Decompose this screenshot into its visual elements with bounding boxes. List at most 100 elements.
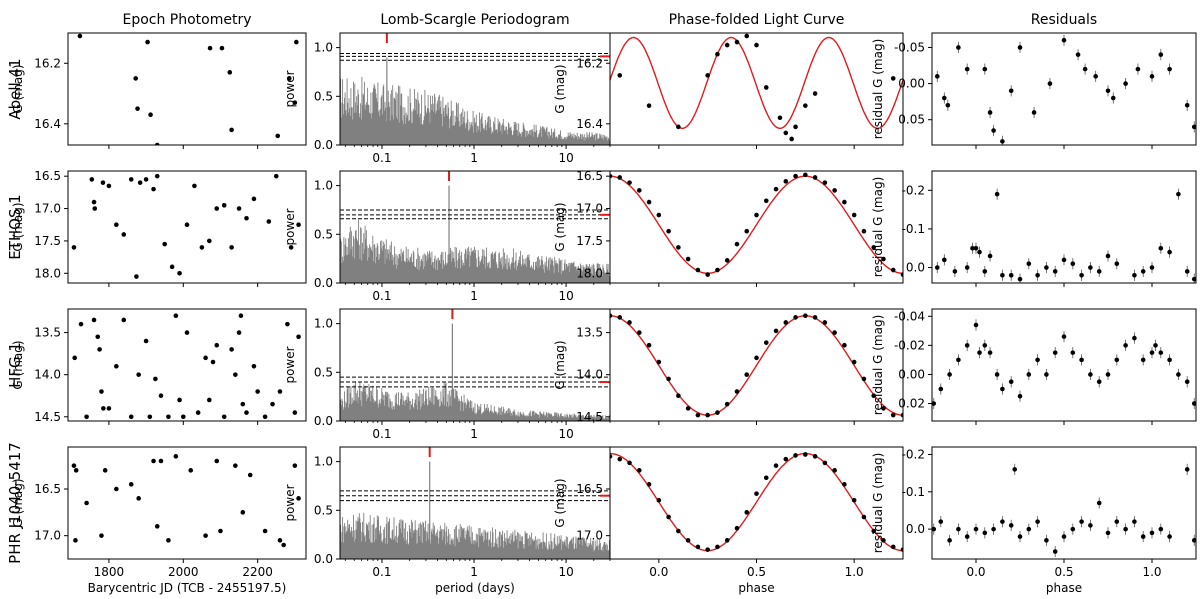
data-point	[656, 497, 662, 503]
data-point	[114, 486, 119, 492]
y-tick-label: 16.2	[576, 56, 603, 70]
x-tick-label: 0.1	[372, 427, 391, 441]
panel: 13.5 14.0 14.5 G (mag)	[11, 308, 307, 425]
data-point	[987, 253, 993, 259]
data-point	[203, 533, 208, 538]
data-point	[1167, 534, 1172, 539]
data-point	[1096, 379, 1102, 385]
data-point	[656, 359, 662, 365]
model-curve	[610, 175, 903, 274]
data-point	[1047, 81, 1053, 86]
data-point	[982, 269, 988, 274]
data-point	[84, 414, 89, 420]
panel: -0.2 -0.1 0.0 residual G (mag)	[871, 170, 1197, 287]
data-point	[685, 538, 691, 543]
data-point	[1088, 523, 1093, 528]
data-point	[147, 414, 153, 420]
data-point	[1088, 265, 1093, 270]
data-point	[822, 180, 828, 185]
data-point	[184, 222, 190, 228]
x-tick-label: 10	[558, 289, 573, 303]
data-point	[153, 376, 158, 382]
data-point	[1061, 37, 1067, 43]
data-point	[71, 463, 77, 468]
data-point	[192, 183, 197, 189]
data-point	[676, 393, 681, 399]
data-point	[286, 76, 292, 81]
x-axis-label: Barycentric JD (TCB - 2455197.5)	[88, 581, 287, 595]
data-point	[881, 538, 886, 543]
data-point	[1052, 350, 1058, 355]
data-point	[1105, 530, 1111, 536]
data-point	[84, 500, 89, 506]
data-point	[1140, 269, 1146, 274]
y-tick-label: -0.1	[902, 485, 925, 499]
column-title: Epoch Photometry	[122, 12, 251, 28]
data-point	[956, 357, 961, 363]
data-point	[851, 212, 857, 218]
data-point	[135, 106, 140, 111]
row-title: Abell 41	[6, 58, 24, 119]
data-point	[1026, 261, 1032, 266]
axes-frame	[931, 32, 1197, 146]
data-point	[266, 219, 272, 224]
data-point	[861, 514, 867, 520]
data-point	[1052, 269, 1058, 274]
data-point	[207, 238, 212, 244]
data-point	[646, 482, 652, 487]
data-point	[646, 342, 652, 348]
data-point	[871, 245, 876, 250]
data-point	[1184, 269, 1190, 274]
data-point	[793, 124, 798, 130]
data-point	[773, 186, 779, 192]
data-point	[676, 245, 681, 250]
y-tick-label: 17.0	[576, 529, 603, 543]
data-point	[1149, 74, 1155, 79]
data-point	[292, 410, 298, 415]
data-point	[236, 330, 242, 335]
y-tick-label: 1.0	[314, 455, 333, 469]
data-point	[238, 313, 244, 319]
data-point	[229, 245, 234, 250]
data-point	[715, 267, 720, 273]
data-point	[646, 199, 652, 205]
data-point	[277, 538, 283, 543]
y-axis-label: power	[283, 70, 297, 107]
data-point	[1123, 526, 1128, 532]
y-tick-label: 16.2	[34, 56, 61, 70]
data-point	[987, 350, 993, 355]
data-point	[617, 315, 623, 320]
data-point	[177, 270, 182, 276]
data-point	[1017, 534, 1023, 539]
data-point	[281, 542, 286, 548]
data-point	[987, 110, 993, 115]
data-point	[106, 183, 112, 189]
data-point	[934, 265, 940, 270]
data-point	[203, 355, 208, 361]
y-tick-label: -0.02	[894, 338, 925, 352]
y-tick-label: 17.5	[34, 234, 61, 248]
column-title: Residuals	[1031, 12, 1097, 28]
y-axis-label: G (mag)	[11, 340, 25, 389]
y-axis-label: residual G (mag)	[871, 39, 885, 140]
x-tick-label: 10	[558, 427, 573, 441]
data-point	[99, 533, 104, 538]
data-point	[1191, 124, 1196, 130]
row-title: ETHOS 1	[6, 194, 24, 260]
data-point	[1158, 526, 1164, 532]
data-point	[1079, 357, 1084, 363]
periodogram-spectrum	[340, 219, 610, 283]
data-point	[1191, 401, 1196, 406]
data-point	[945, 102, 951, 108]
data-point	[1017, 393, 1023, 399]
data-point	[1008, 88, 1014, 94]
data-point	[1140, 357, 1146, 363]
column-title: Phase-folded Light Curve	[669, 12, 845, 28]
data-point	[991, 128, 996, 133]
data-point	[151, 186, 156, 192]
data-point	[1176, 191, 1181, 197]
data-point	[221, 203, 227, 208]
data-point	[803, 452, 808, 457]
data-point	[255, 389, 260, 394]
data-point	[964, 343, 970, 348]
